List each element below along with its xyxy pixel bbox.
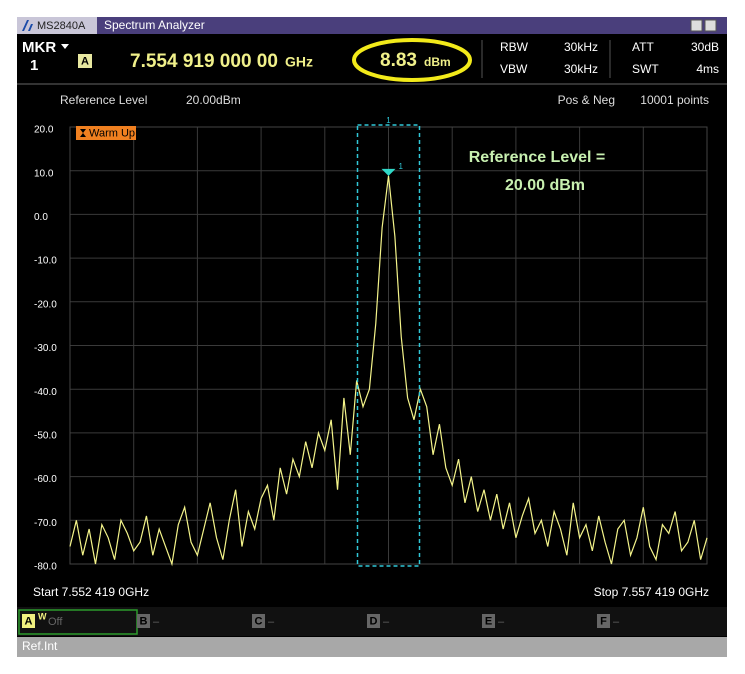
trace-letter-box [597, 614, 610, 628]
trace-mode: – [153, 616, 160, 628]
trace-mode: – [613, 616, 620, 628]
swt-value: 4ms [696, 62, 719, 76]
y-tick-label: -40.0 [34, 387, 57, 398]
maximize-button[interactable] [704, 19, 717, 32]
att-value: 30dB [691, 40, 719, 54]
y-tick-label: 0.0 [34, 212, 48, 223]
mkr-dropdown[interactable] [61, 44, 69, 49]
ref-level-label: Reference Level [60, 93, 147, 107]
start-frequency: Start 7.552 419 0GHz [33, 585, 149, 599]
trace-letter-box [22, 614, 35, 628]
y-tick-label: -10.0 [34, 256, 57, 267]
marker-frequency-unit: GHz [285, 54, 313, 70]
trace-letter[interactable]: D [370, 615, 378, 627]
trace-letter[interactable]: F [600, 615, 607, 627]
trace-letter-box [367, 614, 380, 628]
trace-letter-box [137, 614, 150, 628]
y-tick-label: -20.0 [34, 299, 57, 310]
trace-letter: A [81, 55, 89, 67]
highlight-ellipse [352, 38, 472, 82]
trace-letter[interactable]: A [25, 615, 33, 627]
brand: MS2840A [37, 20, 86, 32]
logo [22, 20, 33, 31]
trace-letter[interactable]: E [485, 615, 492, 627]
trace-letter[interactable]: C [255, 615, 263, 627]
y-tick-label: -80.0 [34, 562, 57, 573]
mkr-number: 1 [30, 57, 38, 74]
detection: Pos & Neg [558, 93, 615, 107]
trace-letter-box [252, 614, 265, 628]
trace-letter-box [482, 614, 495, 628]
marker-level: 8.83 [380, 50, 417, 71]
marker-box-label: 1 [386, 116, 391, 125]
plot-border [69, 126, 708, 565]
y-tick-label: -30.0 [34, 343, 57, 354]
marker [381, 168, 396, 176]
trace-list: A W Off B – C – D – E – F – [18, 609, 620, 635]
status-badge [76, 126, 136, 140]
status-bar-text: Ref.Int [22, 639, 58, 653]
trace-mode: – [498, 616, 505, 628]
mkr-label: MKR [22, 39, 56, 56]
brand-box [17, 17, 97, 34]
trace-mode: – [383, 616, 390, 628]
y-tick-label: -70.0 [34, 518, 57, 529]
points: 10001 points [640, 93, 709, 107]
swt-label: SWT [632, 62, 659, 76]
annotation: Reference Level = [469, 149, 606, 166]
minimize-button[interactable] [690, 19, 703, 32]
trace-box [78, 54, 92, 68]
trace-mode: Off [48, 616, 63, 628]
window-frame [17, 17, 727, 657]
status: Warm Up [89, 127, 135, 139]
title-bar [17, 17, 727, 34]
marker-label: 1 [399, 162, 404, 171]
trace-letter[interactable]: B [140, 615, 148, 627]
marker-box [356, 124, 421, 567]
annotation: 20.00 dBm [505, 177, 585, 194]
rbw-value: 30kHz [564, 40, 598, 54]
vbw-value: 30kHz [564, 62, 598, 76]
trace-state: W [38, 611, 47, 621]
stop-frequency: Stop 7.557 419 0GHz [594, 585, 709, 599]
att-label: ATT [632, 40, 654, 54]
y-tick-label: 20.0 [34, 125, 54, 136]
marker-frequency: 7.554 919 000 00 [130, 51, 278, 72]
rbw-label: RBW [500, 40, 529, 54]
window-title: Spectrum Analyzer [104, 18, 205, 32]
y-tick-label: 10.0 [34, 168, 54, 179]
plot: 20.0 10.0 0.0 -10.0 -20.0 -30.0 -40.0 -50.0 -60.… [34, 116, 708, 573]
trace-mode: – [268, 616, 275, 628]
marker-level-unit: dBm [424, 55, 451, 69]
status-bar [17, 637, 727, 657]
hourglass-icon [80, 129, 86, 137]
y-tick-label: -60.0 [34, 474, 57, 485]
vbw-label: VBW [500, 62, 528, 76]
ref-level: 20.00dBm [186, 93, 241, 107]
y-tick-label: -50.0 [34, 431, 57, 442]
